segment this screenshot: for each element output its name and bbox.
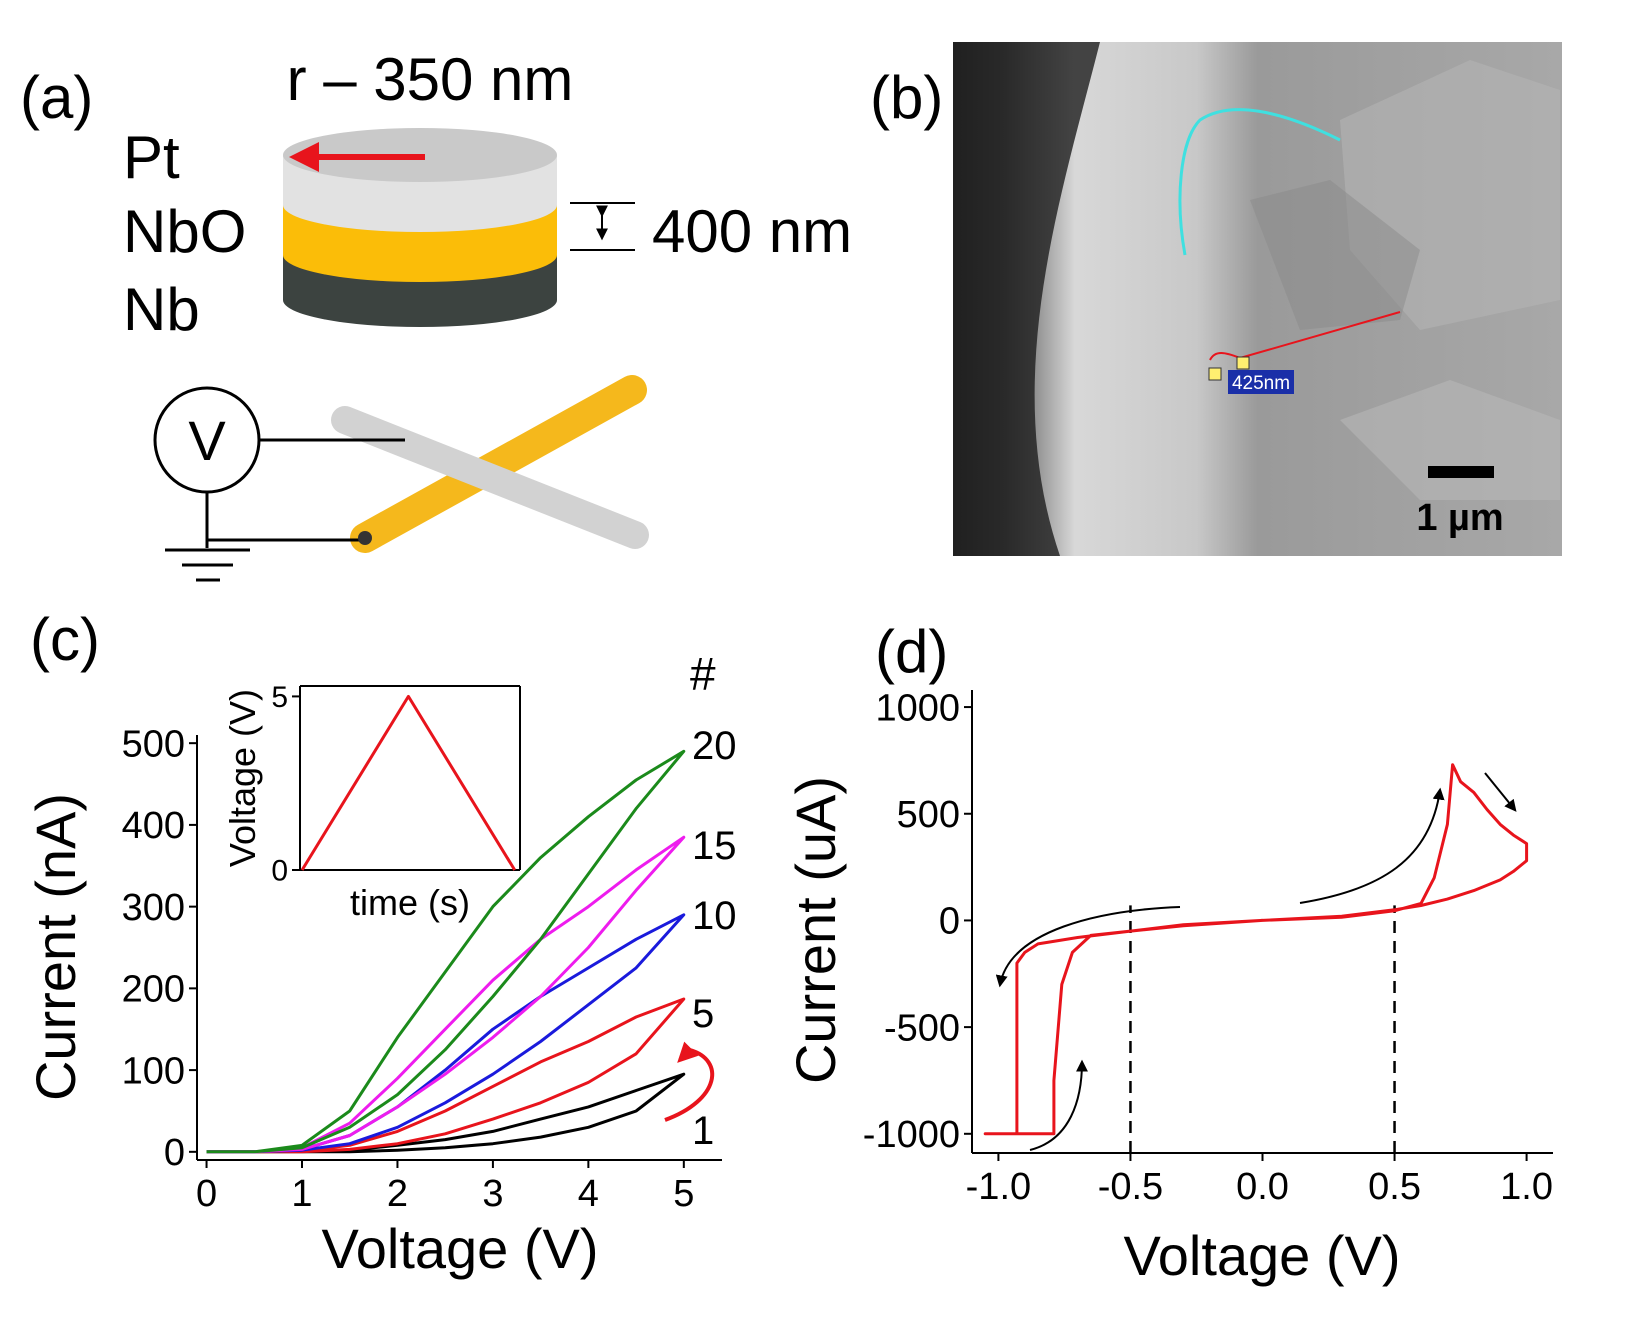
sweep-arrow	[1029, 1059, 1088, 1151]
y-tick-label: 100	[122, 1050, 185, 1092]
series-line	[206, 1072, 686, 1154]
legend-title: #	[690, 648, 716, 700]
series-line	[206, 835, 686, 1154]
x-tick-label: 0.0	[1236, 1166, 1289, 1208]
x-tick-label: 0	[196, 1173, 217, 1215]
scale-bar	[1428, 466, 1494, 478]
y-tick-label: 1000	[875, 687, 960, 729]
x-tick-label: -0.5	[1098, 1166, 1163, 1208]
y-tick-label: 0	[164, 1132, 185, 1174]
x-axis-title: time (s)	[350, 882, 470, 923]
series-label: 20	[692, 724, 737, 768]
marker	[1208, 367, 1222, 381]
y-tick-label: 200	[122, 969, 185, 1011]
sweep-arrow	[664, 1041, 715, 1122]
x-tick-label: 2	[387, 1173, 408, 1215]
panel-a: (a) r – 350 nm Pt NbO Nb 400 nm V	[20, 46, 852, 582]
x-tick-label: -1.0	[966, 1166, 1031, 1208]
layer-label: Pt	[123, 124, 180, 191]
y-axis-title: Voltage (V)	[222, 689, 263, 867]
radius-label: r – 350 nm	[287, 46, 574, 113]
sem-grain	[1340, 380, 1560, 500]
thickness-label: 400 nm	[652, 198, 852, 265]
series-label: 1	[692, 1109, 714, 1153]
x-axis-title: Voltage (V)	[1123, 1224, 1400, 1287]
sem-shadow	[953, 42, 1100, 556]
trace	[1178, 108, 1341, 256]
y-tick-label: -1000	[863, 1114, 960, 1156]
layer-label: Nb	[123, 276, 200, 343]
panel-label: (b)	[870, 64, 943, 131]
y-tick-label: 0	[939, 901, 960, 943]
x-tick-label: 4	[578, 1173, 599, 1215]
series-label: 15	[692, 824, 737, 868]
voltmeter-label: V	[188, 409, 226, 472]
layer-label: NbO	[123, 198, 246, 265]
series-label: 10	[692, 894, 737, 938]
marker	[1236, 356, 1250, 370]
x-tick-label: 3	[482, 1173, 503, 1215]
series-line	[206, 913, 686, 1154]
sweep-arrow	[1299, 787, 1445, 904]
y-tick-label: 5	[271, 681, 288, 714]
y-tick-label: -500	[884, 1007, 960, 1049]
x-tick-label: 5	[673, 1173, 694, 1215]
x-tick-label: 1	[291, 1173, 312, 1215]
scale-label: 1 µm	[1416, 497, 1503, 539]
contact	[358, 531, 372, 545]
panel-b: (b) 425nm 1 µm	[870, 42, 1562, 556]
sem-grain	[1250, 180, 1420, 330]
series-line	[300, 694, 516, 871]
y-tick-label: 300	[122, 887, 185, 929]
panel-label: (d)	[875, 618, 948, 685]
x-tick-label: 0.5	[1368, 1166, 1421, 1208]
y-axis-title: Current (nA)	[24, 793, 87, 1101]
y-tick-label: 500	[897, 794, 960, 836]
sweep-arrow	[995, 906, 1181, 988]
y-tick-label: 400	[122, 805, 185, 847]
y-tick-label: 0	[271, 855, 288, 888]
y-axis-title: Current (uA)	[784, 776, 847, 1084]
series-line	[206, 749, 686, 1154]
measure-label: 425nm	[1232, 373, 1290, 394]
series-line	[983, 763, 1529, 1136]
series-line	[206, 997, 686, 1154]
nb-electrode	[350, 375, 647, 553]
panel-label: (a)	[20, 64, 93, 131]
x-tick-label: 1.0	[1500, 1166, 1553, 1208]
panel-label: (c)	[30, 606, 100, 673]
measure-box	[1228, 370, 1294, 394]
sweep-arrow	[1484, 772, 1517, 812]
series-label: 5	[692, 992, 714, 1036]
x-axis-title: Voltage (V)	[321, 1217, 598, 1280]
y-tick-label: 500	[122, 723, 185, 765]
